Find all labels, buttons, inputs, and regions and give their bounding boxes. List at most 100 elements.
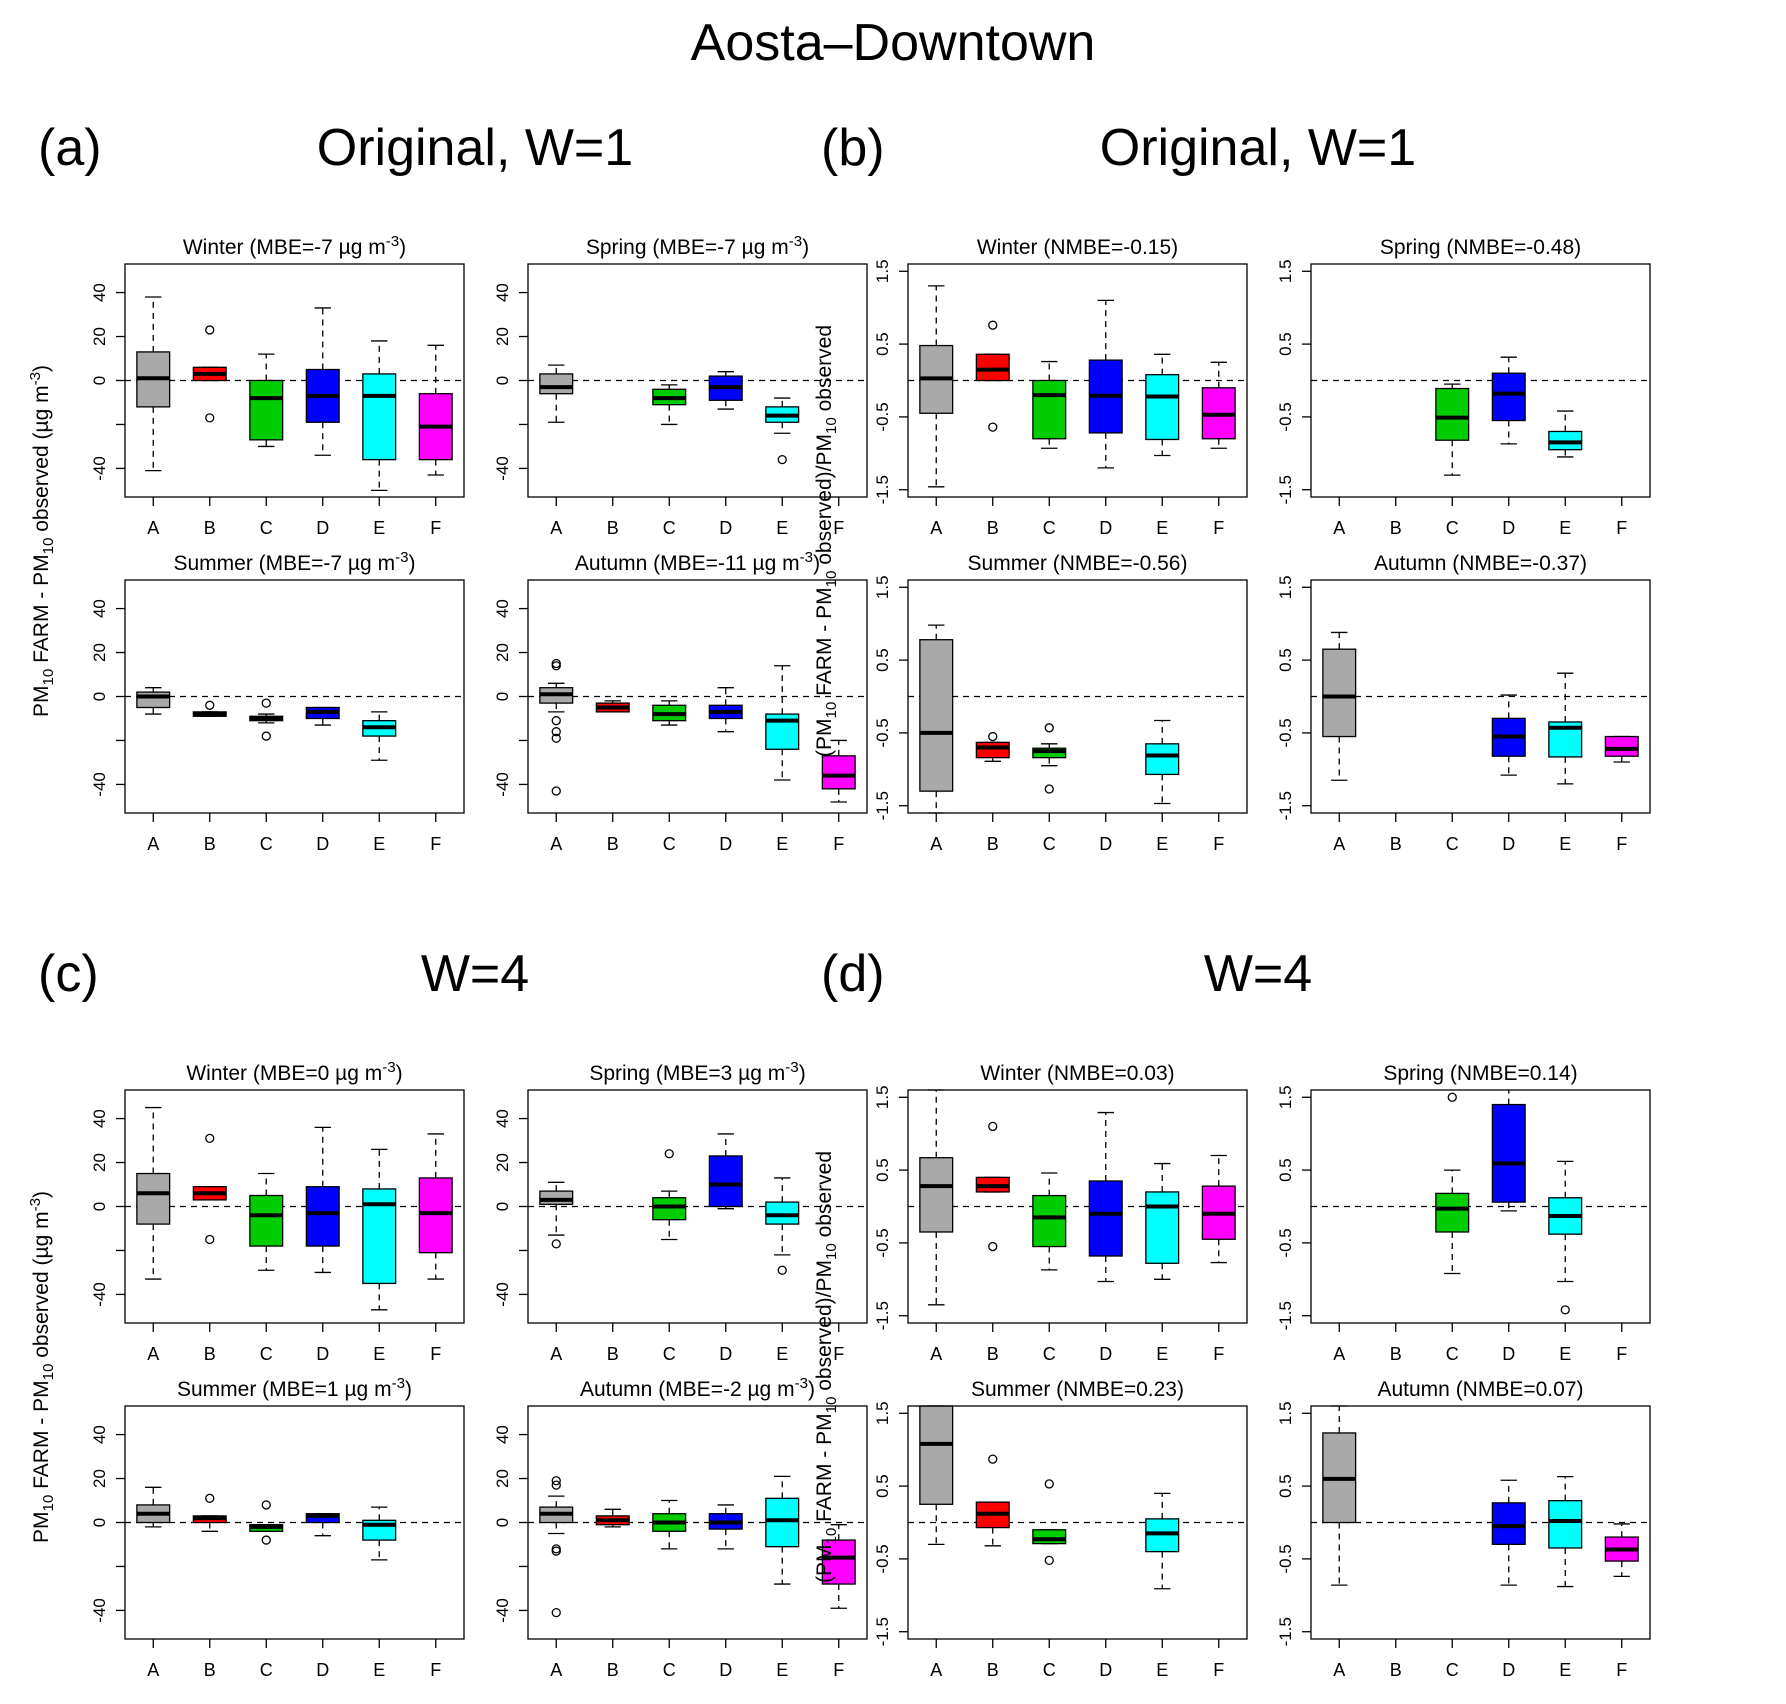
box-iqr (765, 1497, 800, 1548)
box-A (919, 1405, 954, 1545)
box-iqr (821, 755, 856, 790)
text-span: PM (30, 554, 53, 586)
y-tick-label: 0.5 (1276, 648, 1295, 672)
plot-frame (1310, 579, 1651, 814)
box-iqr (1032, 1529, 1067, 1545)
box-D (1088, 1111, 1123, 1283)
box-A (136, 1106, 171, 1280)
plot-frame (907, 579, 1248, 814)
box-B (192, 700, 227, 717)
subplot-title: Summer (MBE=1 µg m-3) (177, 1375, 412, 1401)
outlier-point (777, 454, 787, 465)
x-tick-label: C (663, 518, 676, 538)
outlier-point (551, 1476, 561, 1486)
outlier-point (205, 1493, 215, 1503)
text-span: PM (813, 434, 836, 466)
outlier-point (664, 1149, 674, 1159)
outlier-point (205, 325, 215, 335)
panel-letter: (a) (38, 119, 102, 177)
y-tick-label: 20 (493, 1153, 512, 1172)
outlier-point (205, 700, 215, 710)
y-tick-label: 1.5 (873, 575, 892, 599)
panel-letter: (b) (821, 119, 885, 177)
text-span: 10 (40, 1495, 57, 1512)
x-tick-label: F (833, 1344, 844, 1364)
box-B (595, 700, 630, 713)
x-tick-label: C (260, 1660, 273, 1680)
x-tick-label: B (204, 1660, 216, 1680)
box-iqr (1548, 1500, 1583, 1549)
box-iqr (539, 1190, 574, 1205)
plot-frame (1310, 1405, 1651, 1640)
outlier-point (988, 1121, 998, 1132)
plot-frame (1310, 263, 1651, 498)
box-iqr (919, 639, 954, 792)
box-E (1145, 1492, 1180, 1590)
text-span: 10 (823, 702, 840, 719)
box-B (192, 1493, 227, 1532)
text-span: FARM - (30, 1412, 53, 1495)
box-D (708, 687, 743, 733)
x-tick-label: E (373, 834, 385, 854)
box-A (919, 285, 954, 488)
x-tick-label: E (373, 1344, 385, 1364)
x-tick-label: B (607, 518, 619, 538)
box-E (1145, 1162, 1180, 1280)
x-tick-label: C (260, 1344, 273, 1364)
y-tick-label: 0.5 (873, 1158, 892, 1182)
subplot-title: Autumn (NMBE=0.07) (1377, 1378, 1583, 1401)
subplot-title: Winter (NMBE=-0.15) (977, 236, 1178, 259)
x-tick-label: A (1333, 1344, 1345, 1364)
subplot: -40 0 20 40 A B C D E F Spring (MBE=-7 µg m-3) (493, 233, 868, 538)
box-F (1604, 735, 1639, 763)
y-tick-label: 0 (90, 376, 109, 385)
x-tick-label: A (930, 518, 942, 538)
text-span: Summer (MBE=1 µg (177, 1378, 374, 1401)
box-iqr (1491, 372, 1526, 422)
box-B (975, 1121, 1010, 1252)
text-span: FARM - (30, 586, 53, 669)
subplot: -1.5 -0.5 0.5 1.5 A B C D E F Winter (NMBE=0.03) (873, 1062, 1248, 1364)
x-tick-label: B (987, 834, 999, 854)
y-axis-label: (PM10 FARM - PM10 observed)/PM10 observe… (813, 1151, 840, 1583)
y-tick-label: 40 (493, 1109, 512, 1128)
x-tick-label: F (1616, 1344, 1627, 1364)
x-tick-label: E (373, 1660, 385, 1680)
box-iqr (136, 691, 171, 709)
box-A (539, 658, 574, 796)
text-span: ) (396, 1062, 403, 1085)
y-tick-label: -1.5 (873, 791, 892, 820)
subplot: -40 0 20 40 A B C D E F Winter (MBE=-7 µg m-3) (90, 233, 465, 538)
box-iqr (1145, 1191, 1180, 1264)
box-D (1491, 1090, 1526, 1212)
box-iqr (1088, 1180, 1123, 1257)
panel-heading: Original, W=1 (317, 119, 633, 177)
box-A (136, 1486, 171, 1528)
y-tick-label: -40 (90, 456, 109, 481)
x-tick-label: D (1502, 1660, 1515, 1680)
text-span: PM (813, 1260, 836, 1292)
outlier-point (205, 1133, 215, 1144)
y-tick-label: 0.5 (873, 1474, 892, 1498)
outlier-point (1560, 1305, 1570, 1315)
y-tick-label: 40 (90, 283, 109, 302)
outlier-point (551, 733, 561, 743)
x-tick-label: E (1156, 1344, 1168, 1364)
y-tick-label: 40 (493, 283, 512, 302)
y-tick-label: 0.5 (1276, 1158, 1295, 1182)
x-tick-label: A (147, 1660, 159, 1680)
plot-frame (907, 263, 1248, 498)
y-tick-label: -40 (90, 1598, 109, 1623)
x-tick-label: D (1502, 834, 1515, 854)
box-iqr (765, 1201, 800, 1225)
text-span: Summer (NMBE=-0.56) (968, 552, 1188, 575)
x-tick-label: A (1333, 518, 1345, 538)
subplot-title: Winter (MBE=-7 µg m-3) (183, 233, 406, 259)
y-tick-label: -40 (493, 1282, 512, 1307)
panel-heading: W=4 (1204, 945, 1312, 1003)
outlier-point (261, 698, 271, 708)
box-iqr (708, 1155, 743, 1208)
box-F (821, 1524, 856, 1609)
outlier-point (988, 320, 998, 330)
